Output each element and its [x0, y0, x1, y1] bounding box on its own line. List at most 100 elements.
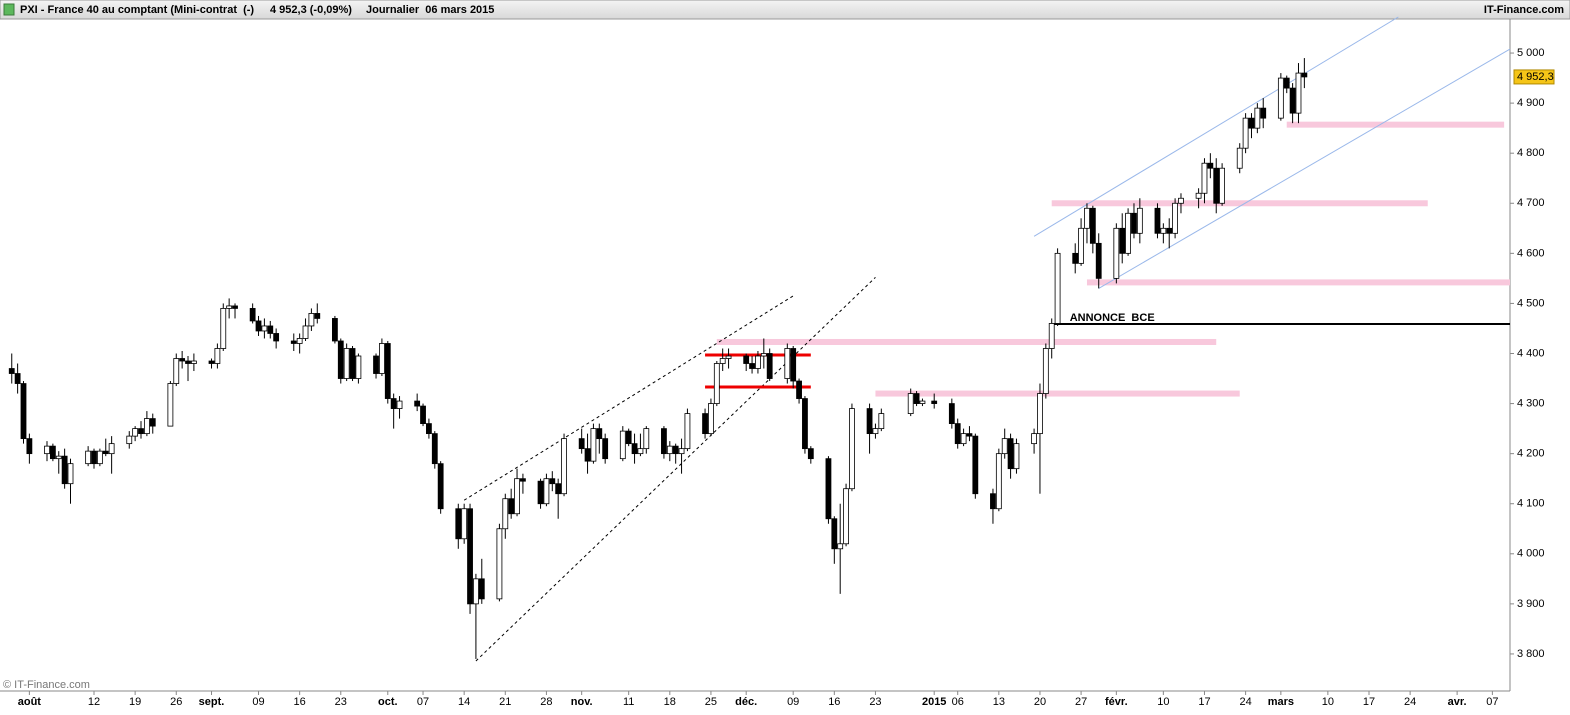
candle-body [561, 438, 567, 495]
candle-body [1213, 167, 1220, 204]
candle-body [1042, 348, 1049, 394]
candle-body [872, 428, 879, 435]
y-tick-label: 4 000 [1517, 548, 1545, 560]
candle-body [26, 438, 33, 455]
candle-body [455, 508, 462, 540]
candle-body [719, 358, 726, 364]
candle-body [420, 405, 426, 425]
y-tick-label: 4 600 [1517, 247, 1545, 259]
candle-body [1007, 438, 1014, 470]
x-tick-label: 17 [1198, 696, 1210, 708]
candle-body [226, 305, 233, 309]
candle-body [1048, 323, 1055, 349]
x-tick-label: 14 [458, 696, 470, 708]
candle-body [578, 438, 585, 450]
header-period: Journalier 06 mars 2015 [366, 4, 494, 16]
candle-body [590, 428, 597, 462]
candle-body [1301, 72, 1308, 78]
candle-body [831, 518, 838, 550]
support-zone [1286, 121, 1505, 128]
x-tick-label: 10 [1157, 696, 1169, 708]
candle-body [91, 450, 97, 465]
y-tick-label: 4 700 [1517, 197, 1545, 209]
candle-body [1136, 207, 1143, 234]
candle-body [1054, 252, 1061, 324]
trend-line [463, 295, 794, 501]
candle-body [1095, 242, 1102, 279]
candle-body [384, 343, 391, 399]
candle-body [1072, 252, 1079, 264]
candle-body [96, 450, 103, 465]
candle-body [273, 333, 280, 342]
candle-body [837, 543, 844, 550]
candle-body [143, 418, 150, 435]
icon [3, 3, 15, 16]
candle-body [1125, 212, 1131, 254]
header-quote: 4 952,3 (-0,09%) [270, 4, 352, 16]
candle-body [167, 383, 174, 427]
candle-body [1113, 227, 1120, 279]
candle-body [1248, 117, 1255, 129]
candle-body [760, 353, 767, 357]
candle-body [332, 318, 338, 342]
candle-body [1160, 227, 1167, 234]
candle-body [267, 325, 274, 334]
candle-body [966, 433, 973, 437]
candle-body [555, 483, 562, 495]
candle-body [355, 355, 362, 379]
x-tick-label: 19 [129, 696, 141, 708]
candle-body [995, 453, 1002, 510]
candle-body [749, 363, 755, 369]
candle-body [496, 528, 503, 600]
candle-body [602, 438, 609, 460]
x-tick-label: 16 [294, 696, 306, 708]
x-tick-label: 12 [88, 696, 100, 708]
candle-body [708, 403, 714, 435]
x-tick-label: avr. [1448, 696, 1467, 708]
x-tick-label: 23 [869, 696, 881, 708]
y-tick-label: 5 000 [1517, 47, 1545, 59]
candle-body [179, 358, 186, 362]
candle-body [990, 493, 996, 510]
x-tick-label: 13 [993, 696, 1005, 708]
x-tick-label: 11 [623, 696, 634, 708]
candle-body [308, 313, 315, 327]
trend-line [475, 277, 876, 662]
x-tick-label: 07 [417, 696, 429, 708]
candle-body [661, 428, 667, 455]
candle-body [1166, 227, 1173, 234]
candle-body [619, 430, 626, 460]
candle-body [1277, 77, 1284, 119]
y-tick-label: 4 500 [1517, 297, 1545, 309]
candle-body [790, 348, 797, 382]
candle-body [49, 445, 56, 460]
x-tick-label: 17 [1363, 696, 1375, 708]
candle-body [185, 360, 191, 364]
x-tick-label: oct. [378, 696, 398, 708]
candle-body [1078, 227, 1084, 264]
support-zone [875, 390, 1240, 397]
candle-body [214, 348, 221, 364]
candle-body [149, 418, 156, 427]
candle-body [643, 428, 650, 450]
candle-body [766, 353, 773, 379]
candle-body [302, 325, 309, 339]
x-tick-label: 20 [1034, 696, 1046, 708]
candle-body [672, 445, 679, 455]
y-tick-label: 3 900 [1517, 598, 1545, 610]
x-tick-label: mars [1268, 696, 1294, 708]
candle-body [396, 400, 403, 409]
candle-body [1172, 202, 1178, 234]
candle-body [296, 338, 303, 344]
candle-body [55, 455, 62, 460]
candle-body [625, 430, 632, 445]
y-tick-label: 3 800 [1517, 648, 1545, 660]
candle-body [584, 448, 591, 462]
header-source: IT-Finance.com [1484, 4, 1564, 16]
candle-body [784, 348, 791, 379]
x-tick-label: 26 [170, 696, 182, 708]
y-tick-label: 4 100 [1517, 498, 1545, 510]
candle-body [8, 368, 15, 374]
